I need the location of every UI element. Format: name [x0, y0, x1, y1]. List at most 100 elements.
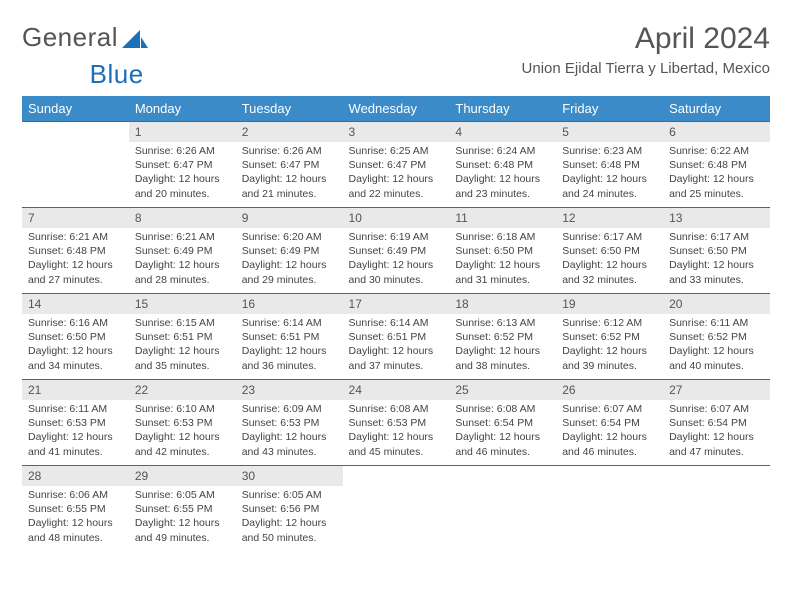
sunset-line: Sunset: 6:49 PM	[135, 245, 213, 257]
day-details: Sunrise: 6:15 AMSunset: 6:51 PMDaylight:…	[129, 314, 236, 377]
day-details: Sunrise: 6:26 AMSunset: 6:47 PMDaylight:…	[129, 142, 236, 205]
weekday-header: Tuesday	[236, 96, 343, 122]
day-number: 6	[663, 122, 770, 142]
day-details: Sunrise: 6:11 AMSunset: 6:53 PMDaylight:…	[22, 400, 129, 463]
sunrise-line: Sunrise: 6:24 AM	[455, 145, 535, 157]
sunrise-line: Sunrise: 6:05 AM	[242, 489, 322, 501]
daylight-line: Daylight: 12 hours and 39 minutes.	[562, 345, 647, 371]
day-number: 3	[343, 122, 450, 142]
day-number: 4	[449, 122, 556, 142]
day-number: 30	[236, 466, 343, 486]
daylight-line: Daylight: 12 hours and 43 minutes.	[242, 431, 327, 457]
day-details: Sunrise: 6:21 AMSunset: 6:48 PMDaylight:…	[22, 228, 129, 291]
calendar-day-cell: 1Sunrise: 6:26 AMSunset: 6:47 PMDaylight…	[129, 122, 236, 208]
sunset-line: Sunset: 6:55 PM	[28, 503, 106, 515]
sunset-line: Sunset: 6:54 PM	[562, 417, 640, 429]
day-details: Sunrise: 6:06 AMSunset: 6:55 PMDaylight:…	[22, 486, 129, 549]
day-number: 14	[22, 294, 129, 314]
daylight-line: Daylight: 12 hours and 46 minutes.	[562, 431, 647, 457]
page-title: April 2024	[522, 22, 770, 56]
sunset-line: Sunset: 6:47 PM	[242, 159, 320, 171]
daylight-line: Daylight: 12 hours and 46 minutes.	[455, 431, 540, 457]
sunrise-line: Sunrise: 6:21 AM	[28, 231, 108, 243]
sunrise-line: Sunrise: 6:08 AM	[349, 403, 429, 415]
sunrise-line: Sunrise: 6:09 AM	[242, 403, 322, 415]
day-details: Sunrise: 6:05 AMSunset: 6:56 PMDaylight:…	[236, 486, 343, 549]
day-number: 23	[236, 380, 343, 400]
day-details: Sunrise: 6:09 AMSunset: 6:53 PMDaylight:…	[236, 400, 343, 463]
calendar-day-cell: 27Sunrise: 6:07 AMSunset: 6:54 PMDayligh…	[663, 380, 770, 466]
sunrise-line: Sunrise: 6:11 AM	[669, 317, 748, 329]
day-number: 15	[129, 294, 236, 314]
sunrise-line: Sunrise: 6:17 AM	[562, 231, 642, 243]
sunrise-line: Sunrise: 6:11 AM	[28, 403, 107, 415]
day-details: Sunrise: 6:05 AMSunset: 6:55 PMDaylight:…	[129, 486, 236, 549]
calendar-day-cell: 21Sunrise: 6:11 AMSunset: 6:53 PMDayligh…	[22, 380, 129, 466]
daylight-line: Daylight: 12 hours and 36 minutes.	[242, 345, 327, 371]
daylight-line: Daylight: 12 hours and 27 minutes.	[28, 259, 113, 285]
weekday-header: Thursday	[449, 96, 556, 122]
day-number: 13	[663, 208, 770, 228]
calendar-day-cell: 16Sunrise: 6:14 AMSunset: 6:51 PMDayligh…	[236, 294, 343, 380]
calendar-day-cell: 26Sunrise: 6:07 AMSunset: 6:54 PMDayligh…	[556, 380, 663, 466]
location-label: Union Ejidal Tierra y Libertad, Mexico	[522, 60, 770, 77]
calendar-day-cell: 8Sunrise: 6:21 AMSunset: 6:49 PMDaylight…	[129, 208, 236, 294]
weekday-header: Monday	[129, 96, 236, 122]
calendar-day-cell: 22Sunrise: 6:10 AMSunset: 6:53 PMDayligh…	[129, 380, 236, 466]
day-number: 25	[449, 380, 556, 400]
sunrise-line: Sunrise: 6:06 AM	[28, 489, 108, 501]
day-details: Sunrise: 6:17 AMSunset: 6:50 PMDaylight:…	[556, 228, 663, 291]
calendar-day-cell: 10Sunrise: 6:19 AMSunset: 6:49 PMDayligh…	[343, 208, 450, 294]
day-number: 18	[449, 294, 556, 314]
day-number: 16	[236, 294, 343, 314]
daylight-line: Daylight: 12 hours and 47 minutes.	[669, 431, 754, 457]
day-details: Sunrise: 6:18 AMSunset: 6:50 PMDaylight:…	[449, 228, 556, 291]
sunset-line: Sunset: 6:54 PM	[455, 417, 533, 429]
calendar-week-row: 1Sunrise: 6:26 AMSunset: 6:47 PMDaylight…	[22, 122, 770, 208]
day-details: Sunrise: 6:14 AMSunset: 6:51 PMDaylight:…	[343, 314, 450, 377]
calendar-week-row: 7Sunrise: 6:21 AMSunset: 6:48 PMDaylight…	[22, 208, 770, 294]
daylight-line: Daylight: 12 hours and 31 minutes.	[455, 259, 540, 285]
daylight-line: Daylight: 12 hours and 42 minutes.	[135, 431, 220, 457]
day-details: Sunrise: 6:11 AMSunset: 6:52 PMDaylight:…	[663, 314, 770, 377]
calendar-day-cell	[449, 466, 556, 552]
calendar-day-cell: 3Sunrise: 6:25 AMSunset: 6:47 PMDaylight…	[343, 122, 450, 208]
sunset-line: Sunset: 6:51 PM	[135, 331, 213, 343]
sunrise-line: Sunrise: 6:16 AM	[28, 317, 108, 329]
day-number: 22	[129, 380, 236, 400]
sunset-line: Sunset: 6:47 PM	[135, 159, 213, 171]
sunset-line: Sunset: 6:49 PM	[242, 245, 320, 257]
sunset-line: Sunset: 6:48 PM	[669, 159, 747, 171]
day-details: Sunrise: 6:16 AMSunset: 6:50 PMDaylight:…	[22, 314, 129, 377]
calendar-day-cell: 12Sunrise: 6:17 AMSunset: 6:50 PMDayligh…	[556, 208, 663, 294]
sunset-line: Sunset: 6:48 PM	[455, 159, 533, 171]
calendar-table: SundayMondayTuesdayWednesdayThursdayFrid…	[22, 96, 770, 552]
sunrise-line: Sunrise: 6:14 AM	[242, 317, 322, 329]
day-details: Sunrise: 6:12 AMSunset: 6:52 PMDaylight:…	[556, 314, 663, 377]
daylight-line: Daylight: 12 hours and 41 minutes.	[28, 431, 113, 457]
sunset-line: Sunset: 6:53 PM	[135, 417, 213, 429]
calendar-day-cell: 7Sunrise: 6:21 AMSunset: 6:48 PMDaylight…	[22, 208, 129, 294]
calendar-week-row: 21Sunrise: 6:11 AMSunset: 6:53 PMDayligh…	[22, 380, 770, 466]
calendar-header-row: SundayMondayTuesdayWednesdayThursdayFrid…	[22, 96, 770, 122]
calendar-day-cell: 11Sunrise: 6:18 AMSunset: 6:50 PMDayligh…	[449, 208, 556, 294]
day-number: 9	[236, 208, 343, 228]
calendar-day-cell: 13Sunrise: 6:17 AMSunset: 6:50 PMDayligh…	[663, 208, 770, 294]
daylight-line: Daylight: 12 hours and 35 minutes.	[135, 345, 220, 371]
calendar-day-cell: 15Sunrise: 6:15 AMSunset: 6:51 PMDayligh…	[129, 294, 236, 380]
daylight-line: Daylight: 12 hours and 49 minutes.	[135, 517, 220, 543]
calendar-day-cell: 18Sunrise: 6:13 AMSunset: 6:52 PMDayligh…	[449, 294, 556, 380]
sunset-line: Sunset: 6:47 PM	[349, 159, 427, 171]
day-details: Sunrise: 6:26 AM Sunset: 6:47 PM Daylight:…	[236, 142, 343, 205]
daylight-line: Daylight: 12 hours and 21 minutes.	[242, 173, 327, 199]
weekday-header: Wednesday	[343, 96, 450, 122]
day-details: Sunrise: 6:20 AMSunset: 6:49 PMDaylight:…	[236, 228, 343, 291]
sunrise-line: Sunrise: 6:21 AM	[135, 231, 215, 243]
sunset-line: Sunset: 6:50 PM	[669, 245, 747, 257]
day-number: 21	[22, 380, 129, 400]
calendar-day-cell: 28Sunrise: 6:06 AMSunset: 6:55 PMDayligh…	[22, 466, 129, 552]
daylight-line: Daylight: 12 hours and 32 minutes.	[562, 259, 647, 285]
calendar-day-cell: 9Sunrise: 6:20 AMSunset: 6:49 PMDaylight…	[236, 208, 343, 294]
calendar-day-cell: 5Sunrise: 6:23 AMSunset: 6:48 PMDaylight…	[556, 122, 663, 208]
sunrise-line: Sunrise: 6:26 AM	[242, 145, 322, 157]
